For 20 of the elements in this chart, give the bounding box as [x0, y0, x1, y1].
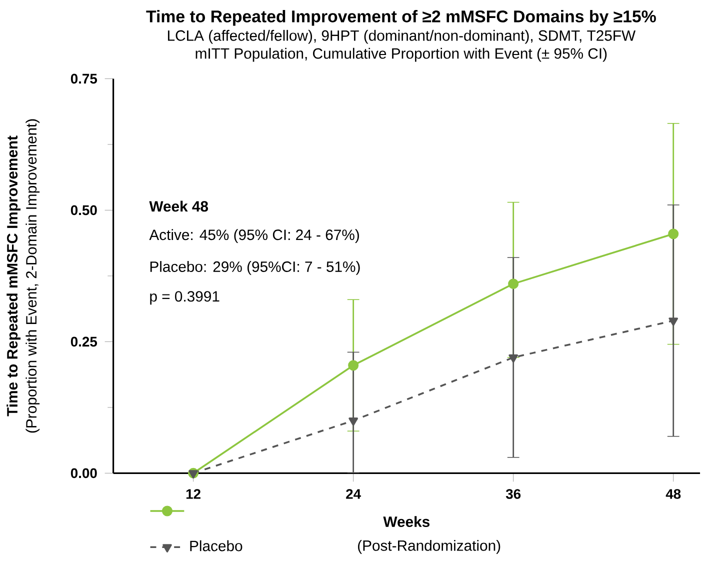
- text: (Proportion with Event, 2-Domain Improvement): [26, 119, 40, 433]
- x-tick-label: 48: [666, 489, 681, 499]
- legend-label: Placebo: [190, 540, 242, 552]
- x-tick-label: 12: [186, 489, 200, 499]
- text: mITT Population, Cumulative Proportion with Event (± 95% CI): [196, 48, 607, 62]
- annotation: Active: 45% (95% CI: 24 - 67%): [149, 229, 359, 244]
- y-tick-label: 0.00: [70, 468, 97, 478]
- y-tick-label: 0.50: [70, 205, 97, 216]
- x-tick-label: 36: [506, 489, 521, 500]
- chart-subtitle: LCLA (affected/fellow), 9HPT (dominant/non-dominant), SDMT, T25FW: [168, 30, 636, 44]
- annotation: Placebo: 29% (95%CI: 7 - 51%): [150, 261, 360, 276]
- text: (Post-Randomization): [358, 540, 500, 554]
- annotation: Week 48: [149, 200, 208, 212]
- y-axis-title: Time to Repeated mMSFC Improvement: [6, 136, 20, 416]
- chart-title: Time to Repeated Improvement of ≥2 mMSFC Domains by ≥15%: [146, 10, 656, 26]
- x-axis-title: Weeks: [383, 516, 430, 528]
- x-tick-label: 24: [346, 489, 361, 499]
- annotation: p = 0.3991: [150, 291, 220, 305]
- y-tick-label: 0.25: [70, 336, 98, 347]
- y-tick-label: 0.75: [70, 74, 98, 84]
